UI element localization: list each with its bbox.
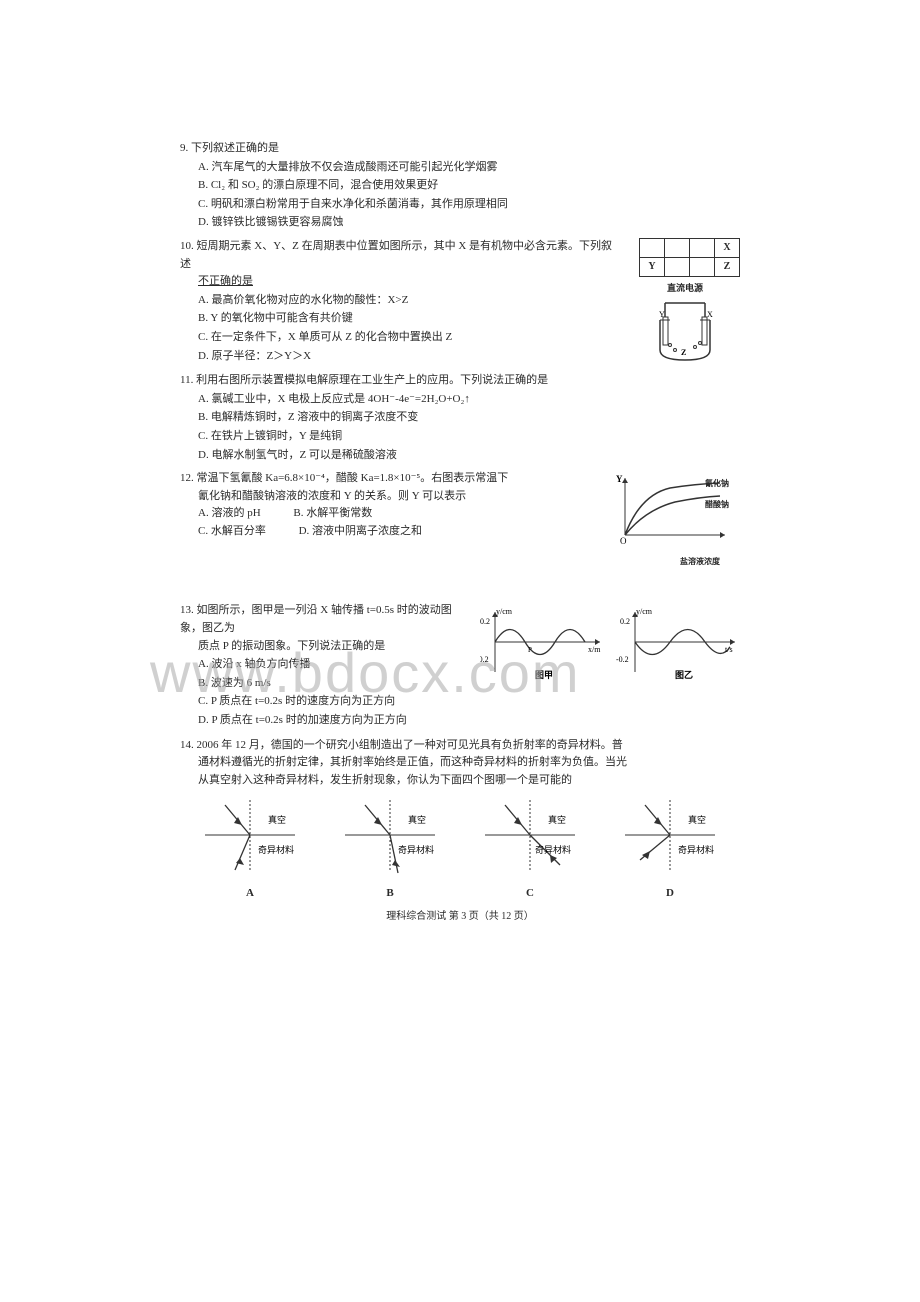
svg-text:0.2: 0.2 [480, 617, 490, 626]
q12-figure: Y O 氰化钠 醋酸钠 盐溶液浓度 [610, 470, 740, 596]
refraction-c: 真空 奇异材料 C [480, 795, 580, 903]
q12-label-1: 氰化钠 [705, 478, 835, 491]
q11-number: 11. [180, 372, 193, 390]
q14-label-a: A [200, 885, 300, 903]
svg-text:P: P [528, 646, 532, 654]
q12-option-c: C. 水解百分率 [198, 523, 266, 541]
q9-options: A. 汽车尾气的大量排放不仅会造成酸雨还可能引起光化学烟雾 B. Cl₂ 和 S… [180, 159, 740, 232]
q14-label-b: B [340, 885, 440, 903]
page-footer: 理科综合测试 第 3 页（共 12 页） [180, 909, 740, 925]
q9-option-d: D. 镀锌铁比镀锡铁更容易腐蚀 [198, 214, 740, 232]
q12-label-2: 醋酸钠 [705, 499, 835, 512]
svg-text:真空: 真空 [688, 814, 706, 825]
refraction-d-icon: 真空 奇异材料 [620, 795, 720, 885]
svg-text:t/s: t/s [725, 645, 733, 654]
periodic-table: X Y Z [639, 238, 740, 277]
q10-stem: 短周期元素 X、Y、Z 在周期表中位置如图所示，其中 X 是有机物中必含元素。下… [180, 240, 612, 270]
svg-text:y/cm: y/cm [636, 607, 653, 616]
q9-number: 9. [180, 140, 188, 158]
q12-number: 12. [180, 470, 194, 488]
svg-text:y/cm: y/cm [496, 607, 513, 616]
svg-text:Y: Y [659, 310, 665, 319]
refraction-b-icon: 真空 奇异材料 [340, 795, 440, 885]
question-11: 11. 利用右图所示装置模拟电解原理在工业生产上的应用。下列说法正确的是 A. … [180, 372, 740, 464]
q14-label-d: D [620, 885, 720, 903]
q11-option-a: A. 氯碱工业中，X 电极上反应式是 4OH⁻-4e⁻=2H₂O+O₂↑ [198, 391, 740, 409]
q12-xlabel: 盐溶液浓度 [680, 556, 810, 569]
wave-charts-icon: 0.2 -0.2 y/cm x/m P 图甲 0.2 -0.2 y/cm t/s [480, 602, 740, 680]
q14-number: 14. [180, 737, 194, 755]
q14-label-c: C [480, 885, 580, 903]
svg-text:X: X [707, 310, 713, 319]
q11-stem: 利用右图所示装置模拟电解原理在工业生产上的应用。下列说法正确的是 [196, 374, 548, 386]
svg-text:奇异材料: 奇异材料 [258, 844, 294, 855]
q10-number: 10. [180, 238, 194, 256]
q13-number: 13. [180, 602, 194, 620]
svg-text:奇异材料: 奇异材料 [398, 844, 434, 855]
refraction-c-icon: 真空 奇异材料 [480, 795, 580, 885]
q12-option-d: D. 溶液中阴离子浓度之和 [299, 523, 422, 541]
svg-text:0.2: 0.2 [620, 617, 630, 626]
refraction-a: 真空 奇异材料 A [200, 795, 300, 903]
svg-text:图乙: 图乙 [675, 670, 693, 680]
q12-option-b: B. 水解平衡常数 [293, 505, 372, 523]
question-12: Y O 氰化钠 醋酸钠 盐溶液浓度 12. 常温下氢氰酸 Ka=6.8×10⁻⁴… [180, 470, 740, 596]
q11-option-d: D. 电解水制氢气时，Z 可以是稀硫酸溶液 [198, 447, 740, 465]
q13-stem: 如图所示，图甲是一列沿 X 轴传播 t=0.5s 时的波动图象，图乙为 [180, 604, 452, 634]
electrolysis-device-icon: Y X Z [645, 295, 725, 365]
q10-caption: 直流电源 [630, 281, 740, 295]
svg-text:x/m: x/m [588, 645, 601, 654]
svg-text:Y: Y [616, 474, 623, 484]
q9-stem: 下列叙述正确的是 [191, 142, 279, 154]
svg-text:奇异材料: 奇异材料 [535, 844, 571, 855]
q11-option-b: B. 电解精炼铜时，Z 溶液中的铜离子浓度不变 [198, 409, 740, 427]
q9-option-b: B. Cl₂ 和 SO₂ 的漂白原理不同，混合使用效果更好 [198, 177, 740, 195]
q11-options: A. 氯碱工业中，X 电极上反应式是 4OH⁻-4e⁻=2H₂O+O₂↑ B. … [180, 391, 740, 464]
svg-text:图甲: 图甲 [535, 670, 553, 680]
q13-option-d: D. P 质点在 t=0.2s 时的加速度方向为正方向 [198, 712, 740, 730]
svg-text:Z: Z [681, 348, 686, 357]
q13-figure: 0.2 -0.2 y/cm x/m P 图甲 0.2 -0.2 y/cm t/s [480, 602, 740, 680]
q10-stem2-text: 不正确的是 [198, 275, 253, 287]
cell-x: X [715, 238, 740, 257]
q9-option-c: C. 明矾和漂白粉常用于自来水净化和杀菌消毒，其作用原理相同 [198, 196, 740, 214]
question-10: X Y Z 直流电源 Y X Z 10. [180, 238, 740, 366]
q14-stem2: 通材料遵循光的折射定律，其折射率始终是正值，而这种奇异材料的折射率为负值。当光 [180, 754, 740, 772]
q12-option-a: A. 溶液的 pH [198, 505, 261, 523]
q11-option-c: C. 在铁片上镀铜时，Y 是纯铜 [198, 428, 740, 446]
refraction-d: 真空 奇异材料 D [620, 795, 720, 903]
q14-stem: 2006 年 12 月，德国的一个研究小组制造出了一种对可见光具有负折射率的奇异… [197, 739, 623, 751]
cell-y: Y [640, 257, 665, 276]
q14-diagrams: 真空 奇异材料 A 真空 奇异材料 B [180, 795, 740, 903]
svg-text:奇异材料: 奇异材料 [678, 844, 714, 855]
svg-text:真空: 真空 [408, 814, 426, 825]
q10-figure: X Y Z 直流电源 Y X Z [630, 238, 740, 365]
svg-text:真空: 真空 [268, 814, 286, 825]
q9-option-a: A. 汽车尾气的大量排放不仅会造成酸雨还可能引起光化学烟雾 [198, 159, 740, 177]
question-13: 0.2 -0.2 y/cm x/m P 图甲 0.2 -0.2 y/cm t/s [180, 602, 740, 730]
svg-text:真空: 真空 [548, 814, 566, 825]
q12-stem: 常温下氢氰酸 Ka=6.8×10⁻⁴，醋酸 Ka=1.8×10⁻⁵。右图表示常温… [197, 472, 509, 484]
cell-z: Z [715, 257, 740, 276]
svg-text:-0.2: -0.2 [480, 655, 489, 664]
question-14: 14. 2006 年 12 月，德国的一个研究小组制造出了一种对可见光具有负折射… [180, 737, 740, 903]
question-9: 9. 下列叙述正确的是 A. 汽车尾气的大量排放不仅会造成酸雨还可能引起光化学烟… [180, 140, 740, 232]
refraction-a-icon: 真空 奇异材料 [200, 795, 300, 885]
refraction-b: 真空 奇异材料 B [340, 795, 440, 903]
q13-option-c: C. P 质点在 t=0.2s 时的速度方向为正方向 [198, 693, 740, 711]
svg-text:-0.2: -0.2 [616, 655, 629, 664]
svg-text:O: O [620, 536, 627, 546]
q14-stem3: 从真空射入这种奇异材料，发生折射现象，你认为下面四个图哪一个是可能的 [180, 772, 740, 790]
